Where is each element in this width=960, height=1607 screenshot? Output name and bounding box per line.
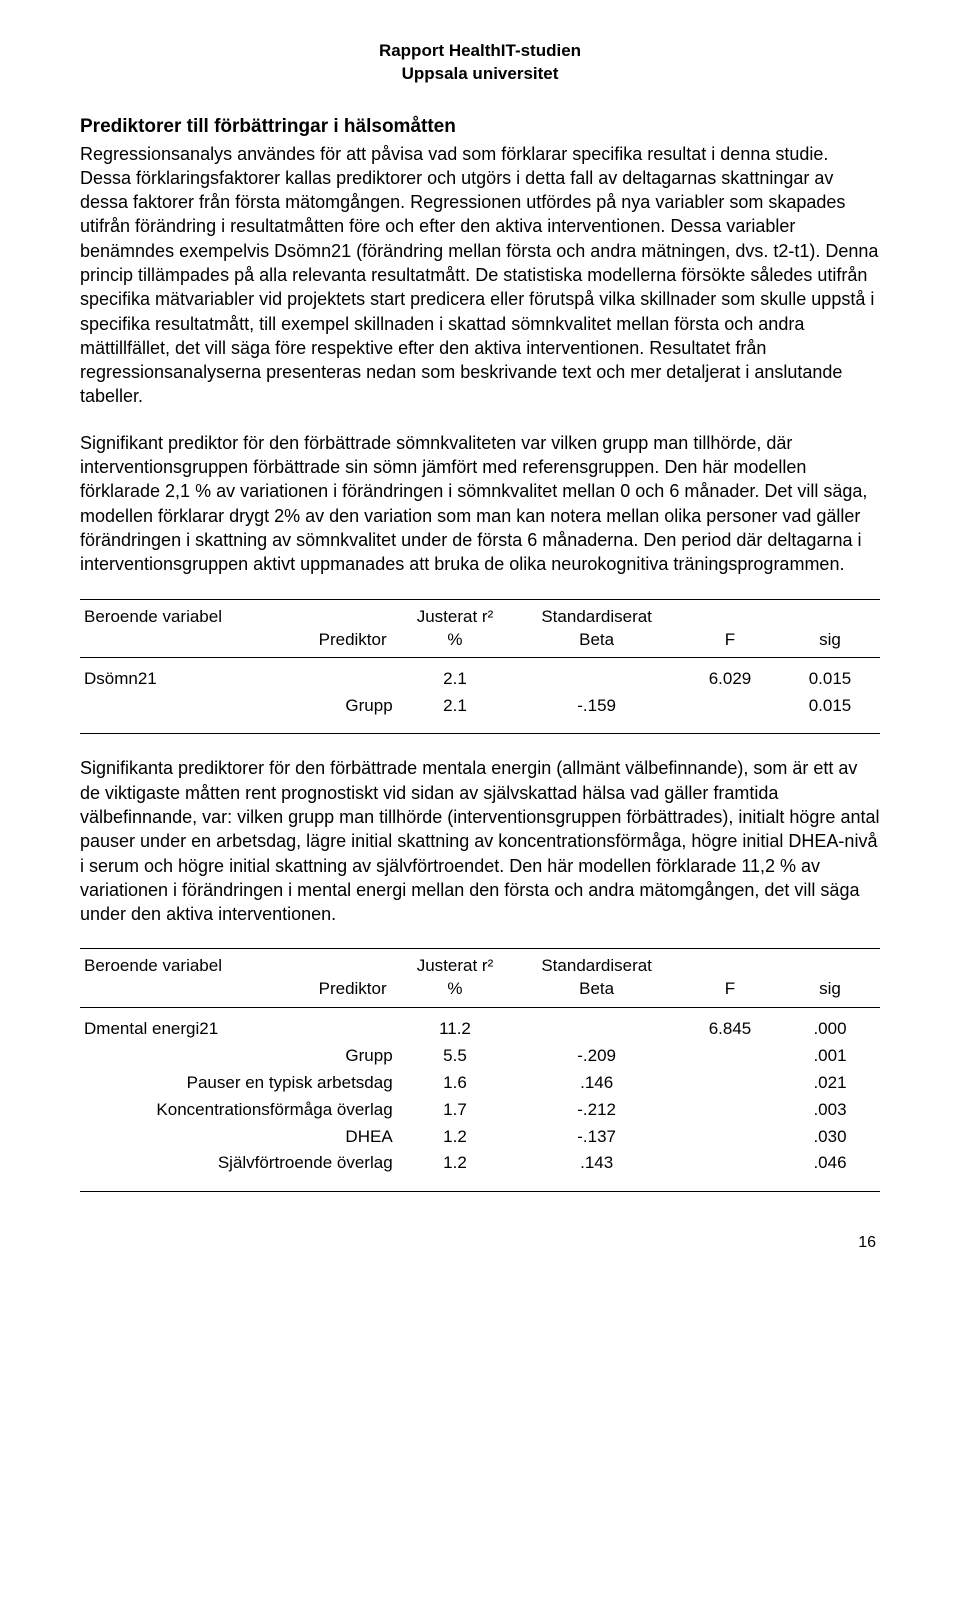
pred-sig: .003	[780, 1097, 880, 1124]
th-sig: sig	[780, 599, 880, 658]
pred-sig: .046	[780, 1150, 880, 1177]
table-row: Grupp 2.1 -.159 0.015	[80, 693, 880, 720]
paragraph-2: Signifikant prediktor för den förbättrad…	[80, 431, 880, 577]
pred-name: DHEA	[80, 1124, 397, 1151]
table-row: Självförtroende överlag 1.2 .143 .046	[80, 1150, 880, 1177]
header-line1: Rapport HealthIT-studien	[379, 41, 581, 60]
pred-sig: .030	[780, 1124, 880, 1151]
th-beta-top: Standardiserat	[541, 956, 652, 975]
th-r2-top: Justerat r²	[417, 956, 494, 975]
th-dv-sub: Prediktor	[84, 629, 393, 652]
th-r2-sub: %	[447, 979, 462, 998]
dv-beta	[513, 1016, 680, 1043]
dv-sig: 0.015	[780, 666, 880, 693]
pred-beta: -.137	[513, 1124, 680, 1151]
th-r2-top: Justerat r²	[417, 607, 494, 626]
pred-r2: 1.2	[397, 1124, 514, 1151]
th-beta-sub: Beta	[579, 630, 614, 649]
table-dmental: Beroende variabel Prediktor Justerat r² …	[80, 948, 880, 1192]
pred-f	[680, 1150, 780, 1177]
pred-name: Koncentrationsförmåga överlag	[80, 1097, 397, 1124]
th-beta: Standardiserat Beta	[513, 949, 680, 1008]
th-r2-sub: %	[447, 630, 462, 649]
section-title: Prediktorer till förbättringar i hälsomå…	[80, 114, 880, 140]
dv-sig: .000	[780, 1016, 880, 1043]
dv-name: Dmental energi21	[80, 1016, 397, 1043]
th-beta-sub: Beta	[579, 979, 614, 998]
pred-name: Pauser en typisk arbetsdag	[80, 1070, 397, 1097]
pred-sig: .001	[780, 1043, 880, 1070]
dv-r2: 2.1	[397, 666, 514, 693]
pred-beta: -.209	[513, 1043, 680, 1070]
th-sig: sig	[780, 949, 880, 1008]
th-dv-top: Beroende variabel	[84, 956, 222, 975]
th-dv-top: Beroende variabel	[84, 607, 222, 626]
table-row: Pauser en typisk arbetsdag 1.6 .146 .021	[80, 1070, 880, 1097]
th-r2: Justerat r² %	[397, 949, 514, 1008]
pred-beta: -.159	[513, 693, 680, 720]
header-line2: Uppsala universitet	[80, 63, 880, 86]
pred-r2: 1.2	[397, 1150, 514, 1177]
pred-name: Självförtroende överlag	[80, 1150, 397, 1177]
pred-r2: 5.5	[397, 1043, 514, 1070]
th-f: F	[680, 599, 780, 658]
paragraph-1: Regressionsanalys användes för att påvis…	[80, 142, 880, 409]
page-number: 16	[80, 1232, 880, 1254]
pred-f	[680, 1124, 780, 1151]
pred-sig: 0.015	[780, 693, 880, 720]
table-row: Grupp 5.5 -.209 .001	[80, 1043, 880, 1070]
th-f: F	[680, 949, 780, 1008]
dv-r2: 11.2	[397, 1016, 514, 1043]
paragraph-3: Signifikanta prediktorer för den förbätt…	[80, 756, 880, 926]
th-beta: Standardiserat Beta	[513, 599, 680, 658]
pred-beta: .143	[513, 1150, 680, 1177]
page-header: Rapport HealthIT-studien Uppsala univers…	[80, 40, 880, 86]
table-dsomn21: Beroende variabel Prediktor Justerat r² …	[80, 599, 880, 735]
th-r2: Justerat r² %	[397, 599, 514, 658]
table-row: Koncentrationsförmåga överlag 1.7 -.212 …	[80, 1097, 880, 1124]
pred-r2: 2.1	[397, 693, 514, 720]
pred-beta: .146	[513, 1070, 680, 1097]
pred-sig: .021	[780, 1070, 880, 1097]
dv-name: Dsömn21	[80, 666, 397, 693]
pred-f	[680, 1070, 780, 1097]
pred-r2: 1.7	[397, 1097, 514, 1124]
table-row: DHEA 1.2 -.137 .030	[80, 1124, 880, 1151]
th-dv-sub: Prediktor	[84, 978, 393, 1001]
pred-beta: -.212	[513, 1097, 680, 1124]
dv-f: 6.845	[680, 1016, 780, 1043]
table-row-dv: Dsömn21 2.1 6.029 0.015	[80, 666, 880, 693]
th-dv: Beroende variabel Prediktor	[80, 949, 397, 1008]
dv-f: 6.029	[680, 666, 780, 693]
table-row-dv: Dmental energi21 11.2 6.845 .000	[80, 1016, 880, 1043]
pred-name: Grupp	[80, 1043, 397, 1070]
pred-f	[680, 1043, 780, 1070]
pred-name: Grupp	[80, 693, 397, 720]
pred-f	[680, 1097, 780, 1124]
pred-f	[680, 693, 780, 720]
th-beta-top: Standardiserat	[541, 607, 652, 626]
pred-r2: 1.6	[397, 1070, 514, 1097]
th-dv: Beroende variabel Prediktor	[80, 599, 397, 658]
dv-beta	[513, 666, 680, 693]
